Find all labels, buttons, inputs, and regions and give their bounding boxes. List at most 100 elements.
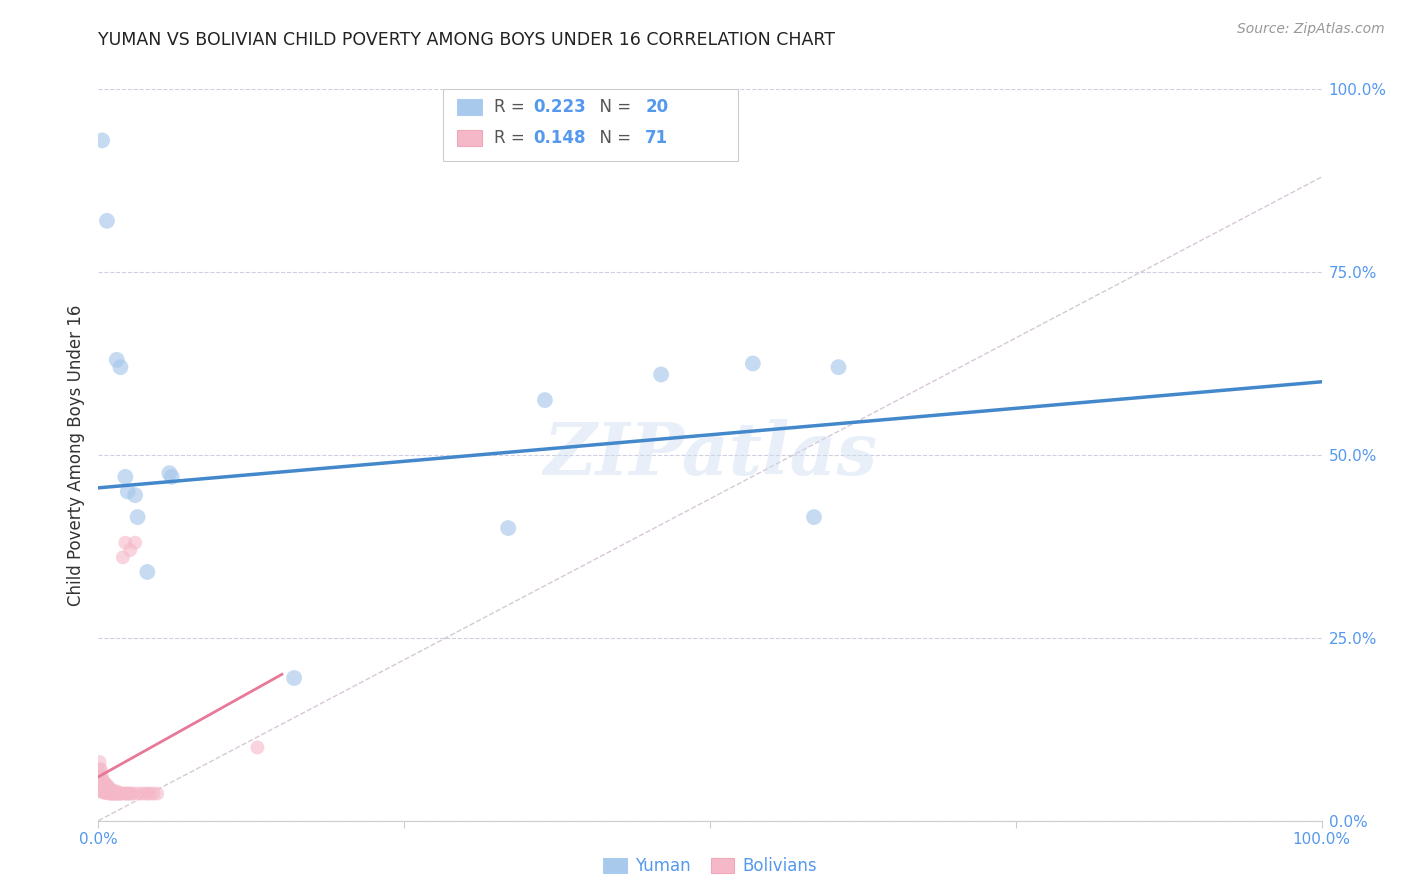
Point — [90, 763, 112, 777]
Point — [129, 787, 152, 801]
Point — [103, 784, 125, 798]
Point — [124, 488, 146, 502]
Point — [160, 470, 183, 484]
Point — [120, 543, 142, 558]
Legend: Yuman, Bolivians: Yuman, Bolivians — [596, 850, 824, 882]
Point — [91, 773, 114, 788]
Point — [97, 786, 120, 800]
Point — [283, 671, 305, 685]
Point — [111, 787, 134, 801]
Point — [91, 780, 114, 795]
Point — [94, 786, 117, 800]
Point — [139, 787, 162, 801]
Point — [94, 780, 117, 794]
Point — [96, 779, 118, 793]
Point — [101, 784, 124, 798]
Text: N =: N = — [589, 129, 637, 147]
Point — [89, 763, 111, 777]
Point — [101, 784, 124, 798]
Point — [89, 755, 111, 769]
Point — [136, 565, 159, 579]
Point — [105, 787, 128, 801]
Point — [101, 787, 124, 801]
Point — [94, 777, 117, 791]
Point — [103, 787, 125, 801]
Point — [112, 787, 135, 801]
Point — [105, 784, 128, 798]
Point — [124, 535, 146, 549]
Point — [146, 787, 169, 801]
Point — [98, 784, 121, 798]
Point — [107, 787, 129, 801]
Point — [89, 777, 111, 791]
Point — [90, 780, 112, 795]
Text: R =: R = — [494, 98, 530, 116]
Text: R =: R = — [494, 129, 530, 147]
Point — [157, 466, 180, 480]
Text: 0.223: 0.223 — [533, 98, 586, 116]
Point — [91, 780, 114, 795]
Point — [93, 775, 115, 789]
Point — [827, 360, 849, 375]
Point — [96, 781, 118, 796]
Y-axis label: Child Poverty Among Boys Under 16: Child Poverty Among Boys Under 16 — [67, 304, 86, 606]
Point — [91, 777, 114, 791]
Point — [104, 787, 127, 801]
Point — [534, 393, 557, 408]
Point — [91, 770, 114, 784]
Point — [100, 782, 122, 797]
Point — [89, 770, 111, 784]
Point — [98, 787, 121, 801]
Point — [650, 368, 672, 382]
Point — [89, 784, 111, 798]
Text: 71: 71 — [645, 129, 668, 147]
Point — [96, 786, 118, 800]
Point — [142, 787, 165, 801]
Point — [803, 510, 825, 524]
Point — [117, 787, 139, 801]
Point — [120, 787, 142, 801]
Point — [100, 787, 122, 801]
Text: N =: N = — [589, 98, 637, 116]
Point — [98, 782, 121, 797]
Point — [127, 787, 149, 801]
Point — [97, 782, 120, 797]
Point — [134, 787, 156, 801]
Point — [97, 779, 120, 793]
Point — [136, 787, 159, 801]
Point — [93, 783, 115, 797]
Point — [115, 787, 138, 801]
Point — [91, 777, 114, 791]
Point — [114, 535, 136, 549]
Point — [93, 786, 115, 800]
Point — [114, 470, 136, 484]
Point — [110, 787, 132, 801]
Point — [90, 777, 112, 791]
Point — [93, 780, 115, 794]
Point — [91, 784, 114, 798]
Point — [741, 356, 763, 371]
Point — [101, 787, 124, 801]
Text: 20: 20 — [645, 98, 668, 116]
Text: YUMAN VS BOLIVIAN CHILD POVERTY AMONG BOYS UNDER 16 CORRELATION CHART: YUMAN VS BOLIVIAN CHILD POVERTY AMONG BO… — [98, 31, 835, 49]
Point — [105, 352, 128, 367]
Point — [90, 770, 112, 784]
Point — [91, 784, 114, 798]
Point — [97, 784, 120, 798]
Point — [111, 550, 134, 565]
Point — [496, 521, 519, 535]
Point — [96, 214, 118, 228]
Text: 0.148: 0.148 — [533, 129, 585, 147]
Point — [110, 360, 132, 375]
Point — [90, 784, 112, 798]
Point — [121, 787, 143, 801]
Point — [96, 784, 118, 798]
Text: Source: ZipAtlas.com: Source: ZipAtlas.com — [1237, 22, 1385, 37]
Point — [100, 784, 122, 798]
Point — [118, 787, 141, 801]
Point — [117, 484, 139, 499]
Point — [127, 510, 149, 524]
Point — [94, 783, 117, 797]
Point — [246, 740, 269, 755]
Point — [108, 787, 131, 801]
